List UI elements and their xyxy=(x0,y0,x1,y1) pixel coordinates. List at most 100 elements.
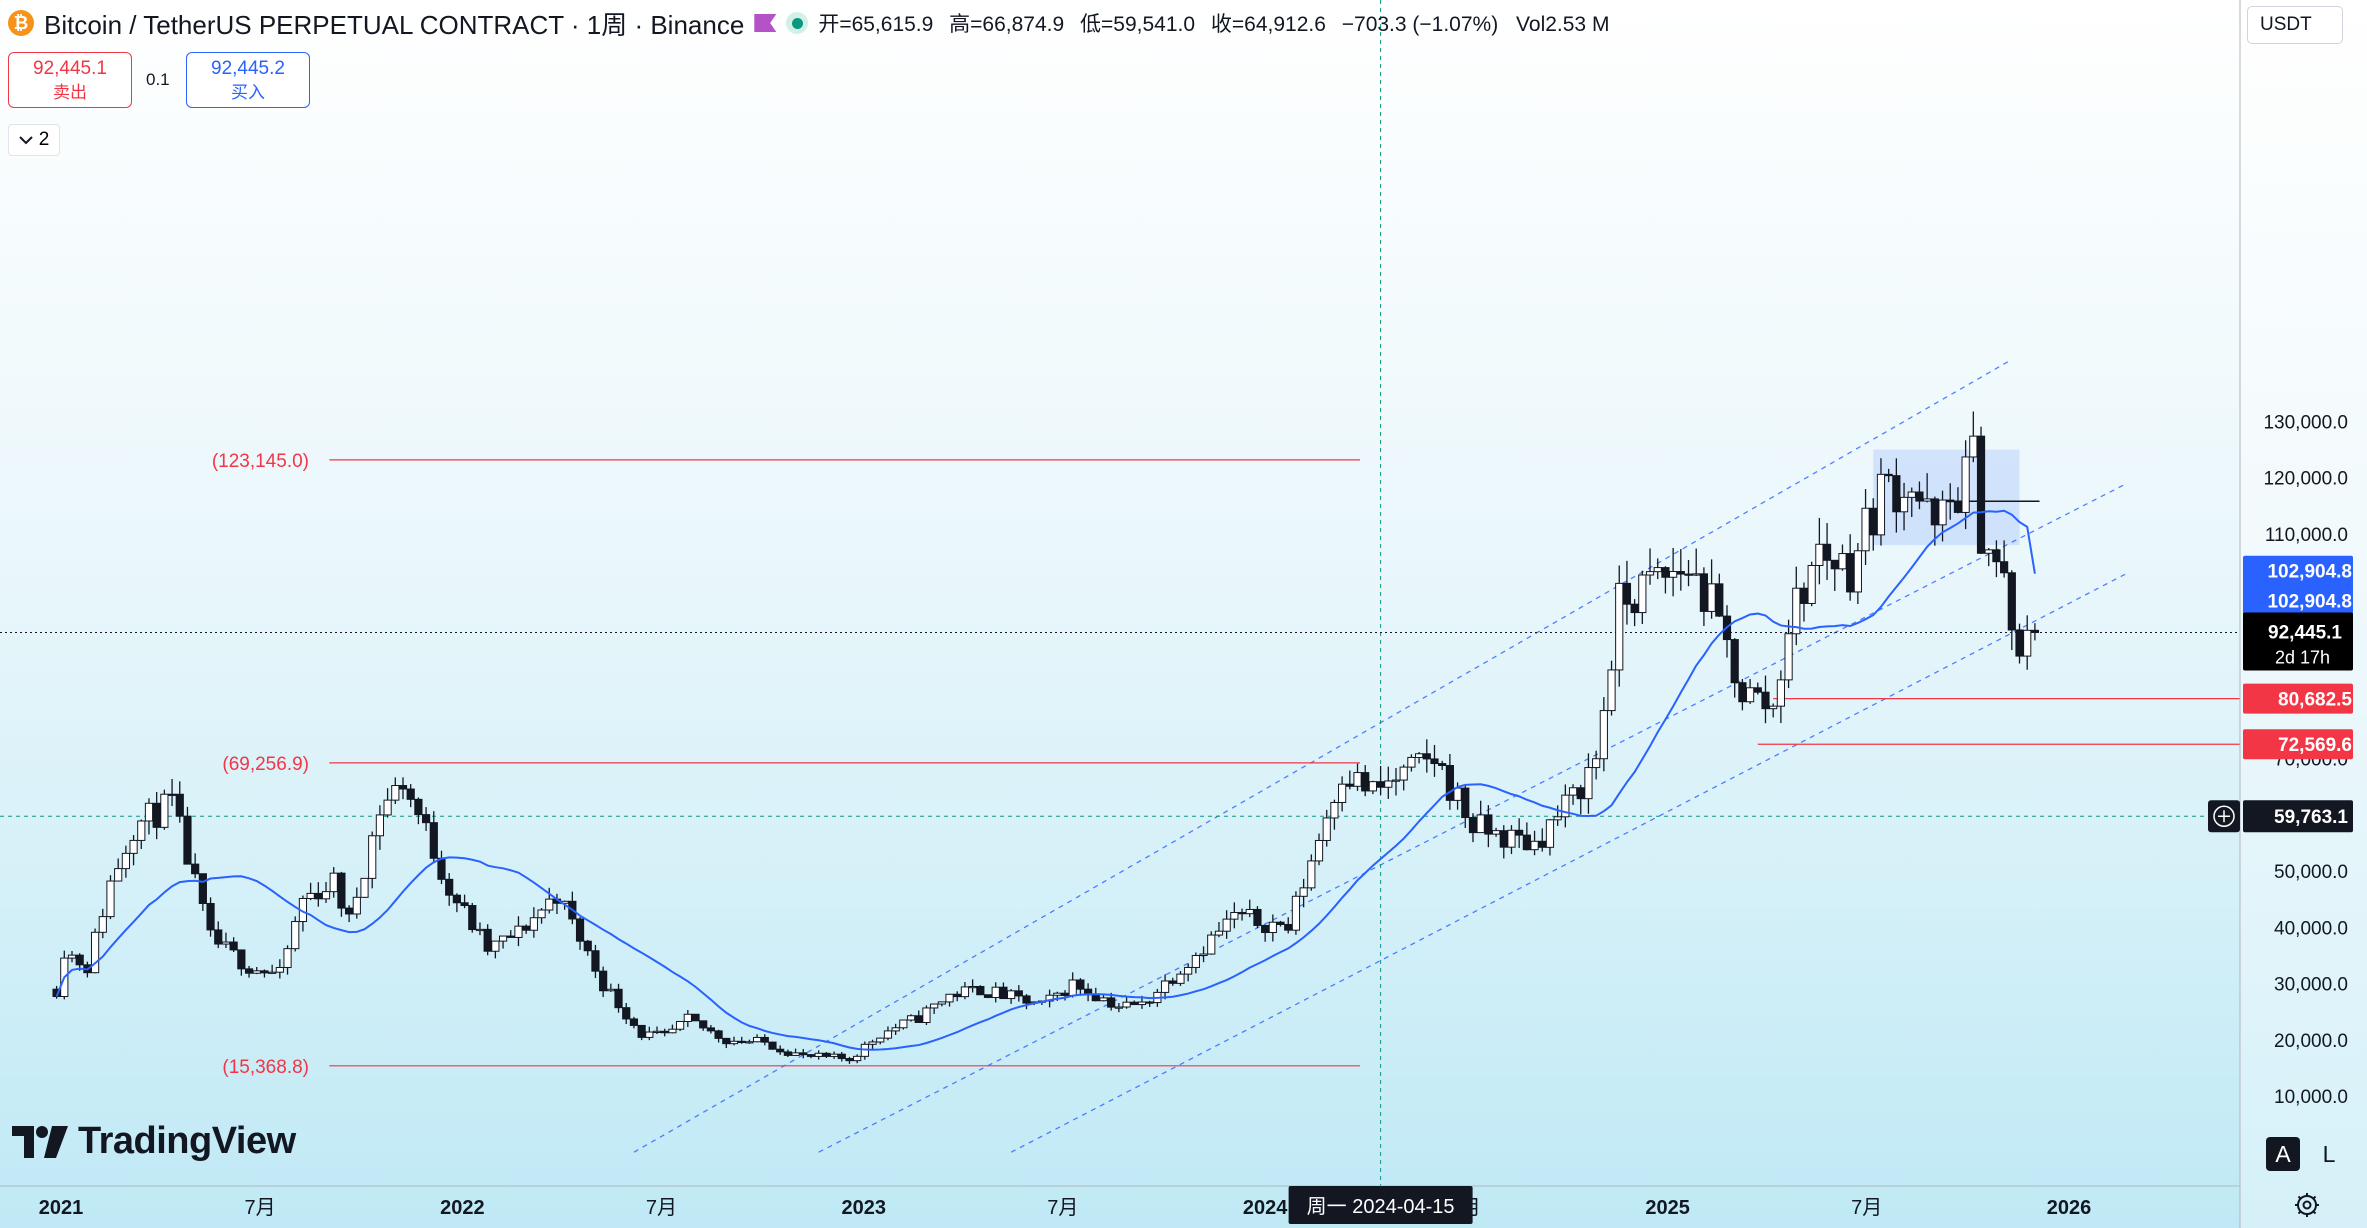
candle[interactable] xyxy=(1669,547,1678,597)
candle[interactable] xyxy=(1545,818,1555,856)
candle[interactable] xyxy=(937,1001,946,1007)
candle[interactable] xyxy=(845,1056,854,1064)
candle[interactable] xyxy=(1499,825,1508,859)
candle[interactable] xyxy=(1345,770,1354,790)
candle[interactable] xyxy=(90,928,100,974)
candle[interactable] xyxy=(106,875,115,920)
candle[interactable] xyxy=(637,1024,646,1041)
candle[interactable] xyxy=(1715,573,1724,617)
candle[interactable] xyxy=(1168,977,1177,986)
candle[interactable] xyxy=(1445,753,1454,810)
candle[interactable] xyxy=(1261,924,1270,942)
candle[interactable] xyxy=(714,1029,723,1043)
candle[interactable] xyxy=(783,1049,792,1058)
candle[interactable] xyxy=(1722,605,1732,658)
trade-quantity[interactable]: 0.1 xyxy=(146,70,170,89)
candle[interactable] xyxy=(1692,548,1701,577)
candle[interactable] xyxy=(445,873,454,906)
candle[interactable] xyxy=(891,1023,900,1035)
candle[interactable] xyxy=(1807,561,1816,607)
candle[interactable] xyxy=(1776,670,1785,724)
candle[interactable] xyxy=(583,939,592,956)
candle[interactable] xyxy=(922,1005,931,1026)
candle[interactable] xyxy=(645,1026,654,1041)
candle[interactable] xyxy=(260,969,269,978)
candle[interactable] xyxy=(475,922,485,936)
candle[interactable] xyxy=(1376,765,1385,795)
candle[interactable] xyxy=(676,1020,685,1032)
candle[interactable] xyxy=(999,982,1008,1000)
candle[interactable] xyxy=(1599,697,1608,772)
flag-icon[interactable] xyxy=(754,14,777,32)
candle[interactable] xyxy=(414,797,423,825)
candle[interactable] xyxy=(391,777,400,804)
candle[interactable] xyxy=(1707,559,1716,619)
candle[interactable] xyxy=(1515,818,1524,848)
candle[interactable] xyxy=(760,1034,769,1046)
candle[interactable] xyxy=(329,867,338,898)
candle[interactable] xyxy=(745,1039,754,1044)
candle[interactable] xyxy=(776,1045,785,1055)
candle[interactable] xyxy=(691,1013,700,1022)
candle[interactable] xyxy=(1892,458,1901,533)
candle[interactable] xyxy=(1992,540,2001,578)
candle[interactable] xyxy=(129,835,138,866)
candle[interactable] xyxy=(160,789,169,830)
candle[interactable] xyxy=(899,1019,908,1030)
candle[interactable] xyxy=(1861,489,1870,565)
candle[interactable] xyxy=(968,979,977,993)
candle[interactable] xyxy=(491,940,500,959)
log-scale-button[interactable]: L xyxy=(2312,1137,2346,1171)
candle[interactable] xyxy=(514,916,523,947)
candle[interactable] xyxy=(1699,567,1709,626)
symbol-title[interactable]: Bitcoin / TetherUS PERPETUAL CONTRACT · … xyxy=(44,9,745,40)
candle[interactable] xyxy=(1853,542,1862,604)
candle[interactable] xyxy=(1645,548,1655,585)
candle[interactable] xyxy=(1899,482,1909,531)
candle[interactable] xyxy=(121,845,130,878)
candle[interactable] xyxy=(375,805,385,850)
candle[interactable] xyxy=(237,949,246,976)
candle[interactable] xyxy=(1184,963,1193,982)
candle[interactable] xyxy=(1568,784,1578,805)
candle[interactable] xyxy=(1145,1000,1154,1007)
candle[interactable] xyxy=(1676,549,1685,591)
candle[interactable] xyxy=(1291,891,1301,935)
channel-line[interactable] xyxy=(633,358,2013,1153)
candle[interactable] xyxy=(1314,833,1324,866)
candle[interactable] xyxy=(822,1052,831,1058)
candle[interactable] xyxy=(930,1003,939,1014)
candle[interactable] xyxy=(1199,946,1208,963)
candle[interactable] xyxy=(652,1026,662,1035)
candle[interactable] xyxy=(1969,411,1978,463)
candle[interactable] xyxy=(1083,983,1093,1002)
candle[interactable] xyxy=(214,921,223,949)
candle[interactable] xyxy=(1176,971,1185,986)
gear-icon[interactable] xyxy=(2294,1192,2320,1218)
candle[interactable] xyxy=(1361,765,1370,797)
candle[interactable] xyxy=(1753,682,1762,695)
candle[interactable] xyxy=(1607,660,1616,716)
candle[interactable] xyxy=(1584,753,1593,814)
candle[interactable] xyxy=(406,784,415,808)
candle[interactable] xyxy=(1984,547,1993,567)
candle[interactable] xyxy=(883,1026,893,1041)
candle[interactable] xyxy=(522,924,531,934)
candle[interactable] xyxy=(814,1050,823,1060)
candle[interactable] xyxy=(906,1014,916,1022)
candle[interactable] xyxy=(953,991,962,1002)
candle[interactable] xyxy=(244,965,254,978)
candle[interactable] xyxy=(221,932,231,949)
candle[interactable] xyxy=(506,930,515,938)
candle[interactable] xyxy=(1422,739,1431,773)
candle[interactable] xyxy=(683,1009,692,1027)
currency-selector[interactable]: USDT xyxy=(2247,6,2343,44)
candle[interactable] xyxy=(137,819,146,849)
candle[interactable] xyxy=(1976,426,1986,555)
candle[interactable] xyxy=(1738,678,1747,711)
candle[interactable] xyxy=(383,788,392,818)
candle[interactable] xyxy=(1299,878,1308,908)
candle[interactable] xyxy=(591,944,600,978)
candle[interactable] xyxy=(1799,582,1809,622)
candle[interactable] xyxy=(1276,920,1285,927)
